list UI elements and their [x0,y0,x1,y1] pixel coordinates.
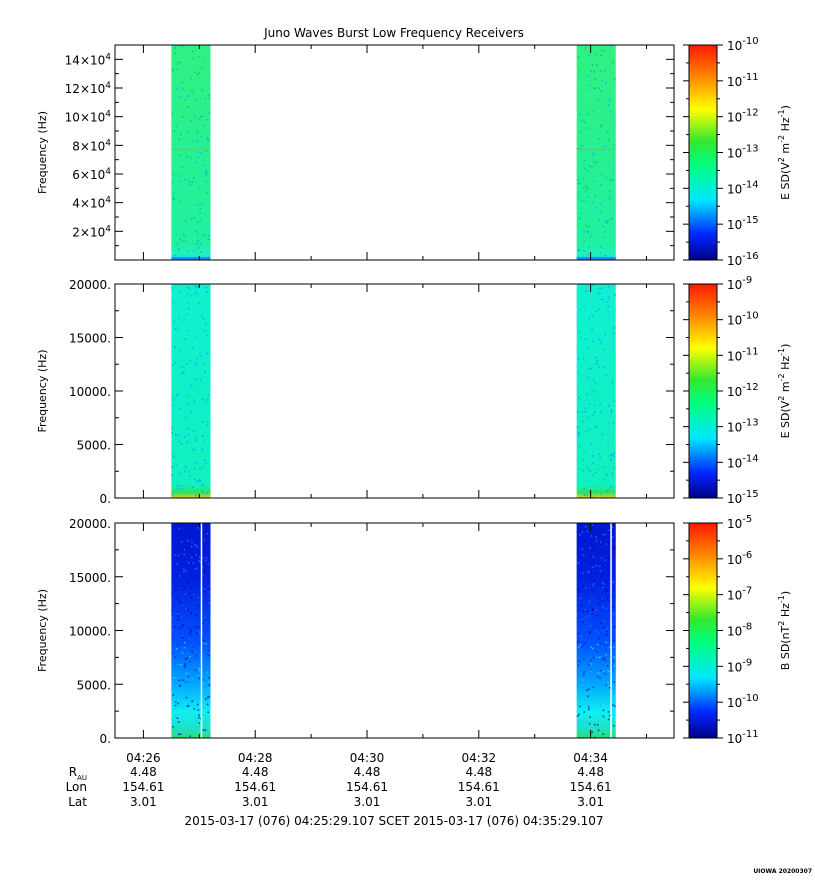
colorbar-tick-label: 10-11 [727,346,759,363]
colorbar-tick-label: 10-9 [727,657,752,674]
colorbar-tick-label: 10-14 [727,453,759,470]
colorbar-tick-label: 10-5 [727,514,752,531]
burst-noise [576,524,616,739]
ephem-row-label-r: RAU [69,765,87,782]
ephem-lat: 3.01 [242,795,269,809]
ephem-r: 4.48 [242,765,269,779]
x-tick-label: 04:30 [350,751,385,765]
time-range-label: 2015-03-17 (076) 04:25:29.107 SCET 2015-… [184,814,603,828]
colorbar-label: E SD(V2 m-2 Hz-1) [777,105,792,200]
panel-3: 0. 5000. 10000. 15000. 20000. Frequency (Hz) 1… [36,514,792,746]
colorbar-tick-label: 10-9 [727,275,752,292]
y-axis-label: Frequency (Hz) [36,350,49,433]
y-tick-label: 20000. [69,517,111,531]
ephem-lon: 154.61 [346,780,388,794]
colorbar-tick-label: 10-11 [727,729,759,746]
colorbar-tick-label: 10-15 [727,215,759,232]
burst-noise [576,284,616,499]
y-tick-label: 5000. [77,678,111,692]
colorbar [688,522,718,739]
y-tick-label: 14×104 [65,52,112,67]
y-tick-label: 10000. [69,625,111,639]
ephem-lat: 3.01 [577,795,604,809]
colorbar-tick-label: 10-13 [727,418,759,435]
ephem-lon: 154.61 [122,780,164,794]
colorbar-label: B SD(nT2 Hz-1) [777,591,792,670]
burst-noise [171,45,211,261]
burst-noise [171,523,211,737]
ephem-row-label-lat: Lat [68,795,87,809]
colorbar-tick-label: 10-10 [727,693,759,710]
burst-2 [576,45,616,260]
burst-2 [576,523,616,738]
y-tick-label: 5000. [77,439,111,453]
panel-2: 0. 5000. 10000. 15000. 20000. Frequency (Hz) 1… [36,275,792,506]
colorbar [688,283,718,499]
y-tick-label: 15000. [69,571,111,585]
colorbar-tick-label: 10-10 [727,36,759,53]
y-tick-label: 0. [100,732,111,746]
burst-1 [171,284,211,498]
y-tick-label: 10000. [69,385,111,399]
panel-1: 2×104 4×104 6×104 8×104 10×104 12×104 14×104 Fr… [36,36,792,268]
ephem-lon: 154.61 [234,780,276,794]
burst-floor [171,257,211,260]
x-tick-label: 04:32 [462,751,497,765]
ephem-r: 4.48 [354,765,381,779]
colorbar-tick-label: 10-10 [727,311,759,328]
colorbar [688,44,718,261]
ephem-r: 4.48 [465,765,492,779]
y-tick-label: 12×104 [65,81,112,96]
colorbar-tick-label: 10-12 [727,108,759,125]
burst-floor [576,257,616,260]
colorbar-tick-label: 10-14 [727,179,759,196]
y-tick-label: 6×104 [72,167,111,182]
colorbar-tick-label: 10-15 [727,489,759,506]
colorbar-tick-label: 10-16 [727,251,759,268]
burst-2 [576,284,616,498]
ephem-r: 4.48 [130,765,157,779]
y-tick-label: 15000. [69,332,111,346]
panel-frame [114,44,675,261]
chart-title: Juno Waves Burst Low Frequency Receivers [263,26,524,40]
y-tick-label: 4×104 [72,196,111,211]
colorbar-tick-label: 10-11 [727,72,759,89]
ephem-row-label-lon: Lon [66,780,87,794]
colorbar-label: E SD(V2 m-2 Hz-1) [777,344,792,439]
ephem-lat: 3.01 [465,795,492,809]
x-tick-label: 04:28 [238,751,273,765]
ephem-lon: 154.61 [570,780,612,794]
y-axis-label: Frequency (Hz) [36,589,49,672]
y-tick-label: 8×104 [72,138,111,153]
ephem-lon: 154.61 [458,780,500,794]
y-tick-label: 0. [100,492,111,506]
colorbar-tick-label: 10-12 [727,382,759,399]
ephem-lat: 3.01 [354,795,381,809]
colorbar-tick-label: 10-7 [727,586,752,603]
x-tick-label: 04:34 [573,751,608,765]
footer-stamp: UIOWA 20200307 [753,868,812,875]
colorbar-tick-label: 10-13 [727,144,759,161]
y-tick-label: 10×104 [65,110,112,125]
burst-noise [171,285,210,497]
y-axis-label: Frequency (Hz) [36,111,49,194]
burst-1 [171,45,211,260]
colorbar-tick-label: 10-8 [727,622,752,639]
x-tick-label: 04:26 [126,751,161,765]
colorbar-tick-label: 10-6 [727,550,752,567]
y-tick-label: 2×104 [72,224,111,239]
ephem-lat: 3.01 [130,795,157,809]
burst-1 [171,523,211,738]
y-tick-label: 20000. [69,278,111,292]
ephem-r: 4.48 [577,765,604,779]
